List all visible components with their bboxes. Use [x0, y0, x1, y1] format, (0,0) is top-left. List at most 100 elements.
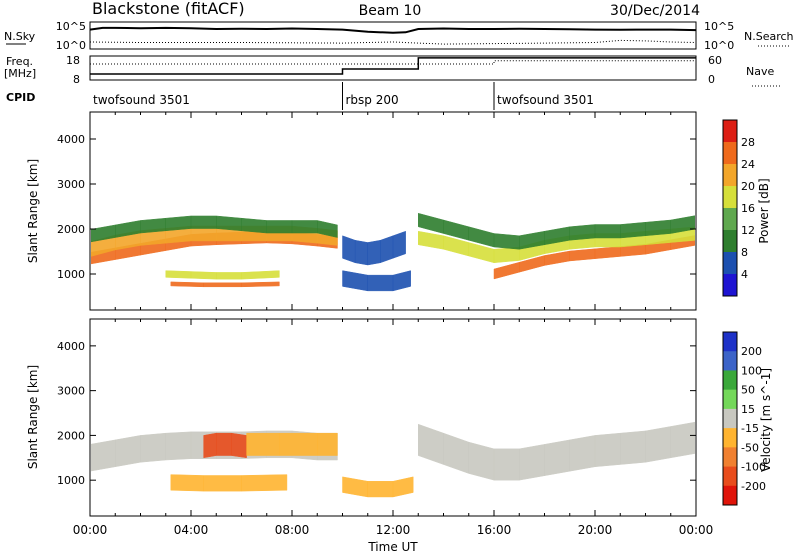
noise-panel: N.Sky N.Search 10^5 10^0 10^5 10^0: [4, 20, 794, 52]
scatter-band-segment: [544, 439, 570, 477]
scatter-band-segment: [266, 220, 293, 234]
y-tick-label: 2000: [57, 429, 85, 442]
scatter-band-segment: [620, 430, 646, 465]
y-tick-label: 3000: [57, 178, 85, 191]
colorbar-swatch: [723, 252, 737, 275]
scatter-band-segment: [165, 270, 192, 279]
y-tick-label: 4000: [57, 340, 85, 353]
colorbar-tick-label: 8: [741, 246, 748, 259]
colorbar-swatch: [723, 164, 737, 187]
freq-left-unit: [MHz]: [4, 67, 36, 80]
colorbar-swatch: [723, 142, 737, 165]
scatter-band-segment: [241, 270, 280, 280]
scatter-band-segment: [670, 421, 695, 459]
freq-left-tick-bottom: 8: [73, 73, 80, 86]
y-tick-label: 1000: [57, 474, 85, 487]
station-title: Blackstone (fitACF): [92, 0, 245, 18]
y-tick-label: 3000: [57, 385, 85, 398]
scatter-band-segment: [645, 426, 671, 463]
scatter-band-segment: [493, 246, 520, 264]
power-colorbar-label: Power [dB]: [757, 178, 771, 243]
colorbar-tick-label: -50: [741, 441, 759, 454]
colorbar-tick-label: 24: [741, 158, 755, 171]
colorbar-swatch: [723, 428, 737, 448]
freq-right-tick-top: 60: [708, 54, 722, 67]
scatter-band-segment: [317, 432, 338, 456]
scatter-band-segment: [392, 476, 414, 498]
scatter-band-segment: [140, 432, 166, 463]
scatter-band-segment: [645, 219, 671, 237]
noise-right-label: N.Search: [744, 30, 794, 43]
scatter-band-segment: [569, 224, 596, 241]
colorbar-swatch: [723, 351, 737, 371]
scatter-band-segment: [367, 239, 381, 266]
scatter-band-segment: [216, 272, 242, 280]
colorbar-tick-label: 28: [741, 136, 755, 149]
scatter-band-segment: [115, 435, 141, 468]
cpid-segment-label: twofsound 3501: [93, 93, 190, 107]
noise-series-sky: [89, 26, 697, 34]
colorbar-frame: [722, 119, 738, 297]
scatter-band-segment: [367, 274, 394, 292]
colorbar-tick-label: 16: [741, 202, 755, 215]
scatter-band-segment: [165, 431, 192, 461]
power-panel: 1000 2000 3000 4000 Slant Range [km] 4 8 12 16…: [26, 111, 771, 311]
cpid-label: CPID: [6, 91, 35, 104]
colorbar-swatch: [723, 447, 737, 467]
colorbar-tick-label: 50: [741, 384, 755, 397]
beam-title: Beam 10: [359, 3, 422, 19]
scatter-band-segment: [594, 224, 621, 239]
scatter-band-segment: [493, 233, 520, 250]
noise-left-label: N.Sky: [4, 30, 36, 43]
freq-series-line: [90, 57, 696, 75]
colorbar-swatch: [723, 370, 737, 390]
cpid-segment-label: rbsp 200: [346, 93, 399, 107]
scatter-band-segment: [216, 215, 242, 232]
colorbar-frame: [722, 331, 738, 506]
scatter-band-segment: [380, 235, 394, 264]
scatter-band-segment: [216, 432, 232, 456]
x-tick-label: 00:00: [679, 523, 714, 537]
scatter-band-segment: [354, 239, 368, 266]
x-tick-label: 00:00: [73, 523, 108, 537]
scatter-band-segment: [246, 432, 280, 456]
velocity-colorbar-label: Velocity [m s^-1]: [759, 368, 773, 472]
freq-left-label: Freq.: [6, 55, 33, 68]
colorbar-swatch: [723, 186, 737, 209]
scatter-band-segment: [241, 281, 280, 288]
scatter-band-segment: [493, 448, 520, 481]
x-tick-label: 12:00: [376, 523, 411, 537]
colorbar-tick-label: -200: [741, 480, 766, 493]
scatter-band-segment: [203, 432, 217, 459]
noise-left-tick-bottom: 10^0: [56, 39, 86, 52]
scatter-band-segment: [468, 441, 495, 481]
scatter-band-segment: [367, 481, 394, 498]
colorbar-tick-label: 15: [741, 403, 755, 416]
velocity-ylabel: Slant Range [km]: [26, 365, 40, 469]
freq-left-tick-top: 18: [66, 54, 80, 67]
nave-series-line: [90, 60, 696, 65]
power-ylabel: Slant Range [km]: [26, 159, 40, 263]
scatter-band-segment: [241, 474, 288, 492]
y-tick-label: 4000: [57, 133, 85, 146]
scatter-band-segment: [594, 246, 621, 259]
y-tick-label: 1000: [57, 268, 85, 281]
scatter-band-segment: [670, 215, 695, 234]
scatter-band-segment: [203, 282, 242, 288]
colorbar-tick-label: 200: [741, 345, 762, 358]
colorbar-swatch: [723, 485, 737, 506]
noise-right-tick-bottom: 10^0: [704, 39, 734, 52]
x-tick-label: 20:00: [578, 523, 613, 537]
scatter-band-segment: [170, 281, 204, 288]
freq-right-label: Nave: [746, 65, 774, 78]
scatter-band-segment: [519, 444, 545, 481]
scatter-band-segment: [165, 215, 192, 232]
scatter-band-segment: [594, 432, 621, 468]
frequency-panel: Freq. [MHz] Nave 18 8 60 0: [4, 54, 780, 87]
colorbar-tick-label: -100: [741, 461, 766, 474]
colorbar-swatch: [723, 408, 737, 429]
date-title: 30/Dec/2014: [610, 3, 700, 19]
scatter-band-segment: [203, 475, 242, 492]
noise-right-tick-top: 10^5: [704, 20, 734, 33]
